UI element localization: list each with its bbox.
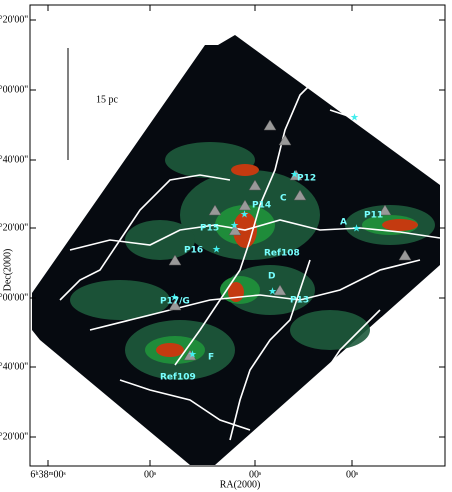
scale-label: 15 pc <box>96 94 119 105</box>
x-tick-label: 00ˢ <box>249 469 261 480</box>
svg-text:★: ★ <box>268 286 277 297</box>
label: D <box>268 272 275 282</box>
map: ★★★★ ★★★★★ ★★★★ <box>32 35 441 465</box>
label: P12 <box>297 174 316 184</box>
svg-text:★: ★ <box>380 116 389 127</box>
y-tick-label: 4°40'00'' <box>0 154 28 165</box>
y-tick-label: 5°00'00'' <box>0 84 28 95</box>
svg-text:★: ★ <box>230 220 239 231</box>
annotations: P12 C P14 P15 P16 Ref108 A P11 D P13 P17… <box>160 174 383 383</box>
x-tick-label: 6ʰ38ᵐ00ˢ <box>30 469 65 480</box>
label: P15 <box>200 224 219 234</box>
y-tick-label: 5°20'00'' <box>0 14 28 25</box>
label: P11 <box>364 211 383 221</box>
svg-text:★: ★ <box>352 78 361 89</box>
x-tick-label: 00ˢ <box>144 469 156 480</box>
svg-text:★: ★ <box>340 90 349 101</box>
label: F <box>208 353 214 363</box>
y-tick-label: 4°00'00'' <box>0 292 28 303</box>
label: Ref109 <box>160 373 196 383</box>
svg-text:★: ★ <box>350 112 359 123</box>
svg-text:★: ★ <box>420 146 429 157</box>
y-tick-label: 3°40'00'' <box>0 361 28 372</box>
label: P13 <box>290 296 309 306</box>
frame <box>29 4 446 467</box>
label: P14 <box>252 201 271 211</box>
svg-text:★: ★ <box>290 169 299 180</box>
y-tick-label: 4°20'00'' <box>0 222 28 233</box>
svg-text:★: ★ <box>170 292 179 303</box>
x-axis-label: RA(2000) <box>220 479 261 490</box>
svg-text:★: ★ <box>240 209 249 220</box>
svg-text:★: ★ <box>212 244 221 255</box>
svg-text:★: ★ <box>352 223 361 234</box>
label: A <box>340 218 347 228</box>
svg-text:★: ★ <box>188 349 197 360</box>
label: Ref108 <box>264 249 300 259</box>
x-tick-label: 00ˢ <box>346 469 358 480</box>
label: P17/G <box>160 297 190 307</box>
y-axis-label: Dec(2000) <box>2 249 13 292</box>
label: P16 <box>184 246 203 256</box>
label: C <box>280 194 287 204</box>
y-tick-label: 3°20'00'' <box>0 431 28 442</box>
